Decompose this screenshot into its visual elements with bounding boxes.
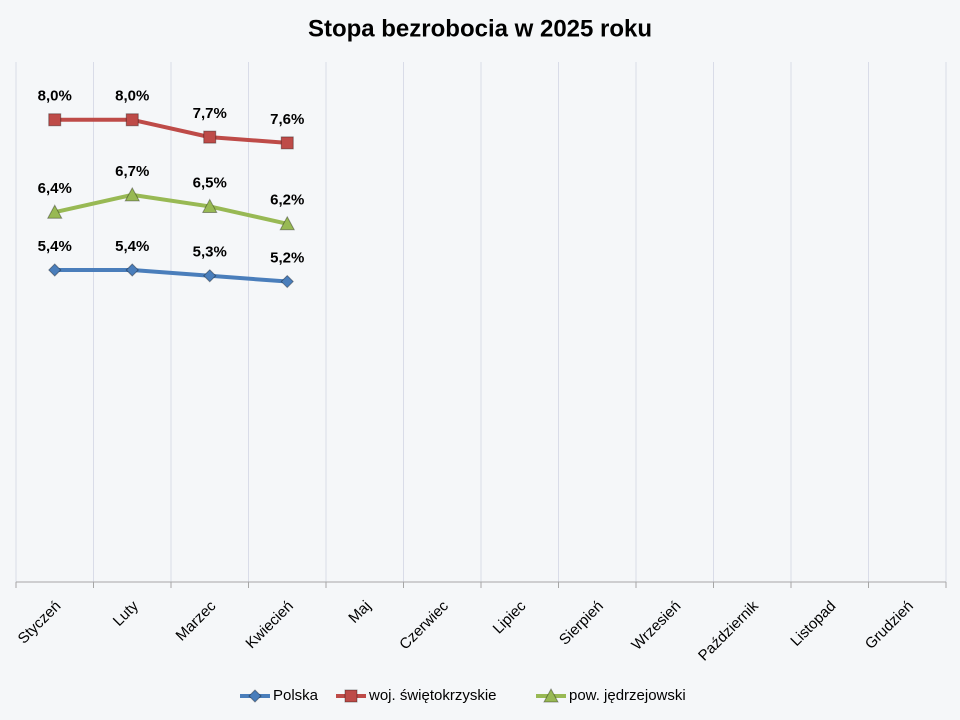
x-tick-label: Kwiecień	[242, 598, 296, 652]
data-label: 7,6%	[270, 111, 304, 128]
x-tick-label: Luty	[110, 597, 142, 629]
line	[54, 192, 288, 226]
x-tick-label: Wrzesień	[628, 598, 684, 654]
point	[280, 136, 294, 150]
legend-item: woj. świętokrzyskie	[336, 687, 497, 704]
point	[543, 687, 559, 703]
series: 5,4% 5,4% 5,3% 5,2%	[38, 238, 304, 289]
legend-label: Polska	[273, 687, 319, 704]
point	[279, 215, 296, 231]
point	[201, 198, 218, 213]
data-label: 5,4%	[38, 238, 72, 255]
point	[344, 689, 358, 703]
x-tick-label: Maj	[345, 598, 374, 627]
x-tick-label: Listopad	[787, 598, 839, 650]
point	[48, 113, 62, 127]
point	[280, 274, 294, 289]
x-tick-label: Październik	[695, 597, 762, 664]
x-tick-label: Grudzień	[862, 598, 917, 653]
x-tick-label: Marzec	[173, 597, 220, 644]
data-label: 7,7%	[193, 105, 227, 122]
data-label: 6,5%	[193, 174, 227, 191]
legend-label: pow. jędrzejowski	[569, 687, 686, 704]
x-tick-label: Czerwiec	[396, 597, 452, 653]
x-tick-label: Sierpień	[556, 598, 607, 649]
data-label: 6,2%	[270, 192, 304, 209]
point	[203, 130, 217, 144]
data-label: 8,0%	[38, 88, 72, 105]
point	[248, 689, 262, 703]
point	[46, 204, 63, 219]
legend-item: Polska	[240, 687, 319, 704]
series: 8,0% 8,0% 7,7% 7,6%	[38, 88, 304, 150]
legend-label: woj. świętokrzyskie	[368, 687, 497, 704]
data-label: 5,4%	[115, 238, 149, 255]
legend-item: pow. jędrzejowski	[536, 687, 686, 704]
data-label: 6,7%	[115, 163, 149, 180]
data-label: 5,3%	[193, 244, 227, 261]
chart-title: Stopa bezrobocia w 2025 roku	[308, 15, 652, 42]
point	[125, 113, 139, 127]
data-label: 5,2%	[270, 250, 304, 267]
line	[54, 268, 288, 284]
data-label: 8,0%	[115, 88, 149, 105]
x-tick-label: Styczeń	[15, 598, 65, 648]
series: 6,4% 6,7% 6,5% 6,2%	[38, 163, 304, 231]
data-label: 6,4%	[38, 180, 72, 197]
point	[125, 263, 139, 277]
point	[124, 186, 141, 202]
point	[203, 269, 217, 283]
point	[48, 263, 62, 277]
line	[54, 117, 288, 145]
x-tick-label: Lipiec	[490, 597, 530, 637]
